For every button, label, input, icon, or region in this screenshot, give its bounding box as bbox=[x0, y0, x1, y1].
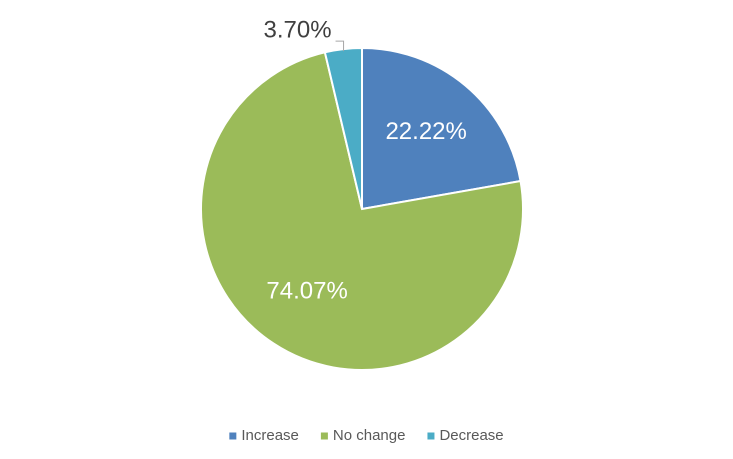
pie-slice bbox=[200, 51, 524, 371]
legend-swatch bbox=[427, 432, 435, 440]
legend-label: No change bbox=[333, 427, 406, 444]
data-label: 74.07% bbox=[266, 278, 347, 305]
leader-line bbox=[335, 40, 345, 52]
legend-swatch bbox=[320, 432, 328, 440]
legend-swatch bbox=[229, 432, 237, 440]
data-label: 3.70% bbox=[263, 16, 331, 43]
legend-label: Decrease bbox=[439, 427, 503, 444]
legend-label: Increase bbox=[241, 427, 299, 444]
pie-slice bbox=[361, 46, 522, 211]
data-label: 22.22% bbox=[385, 118, 466, 145]
